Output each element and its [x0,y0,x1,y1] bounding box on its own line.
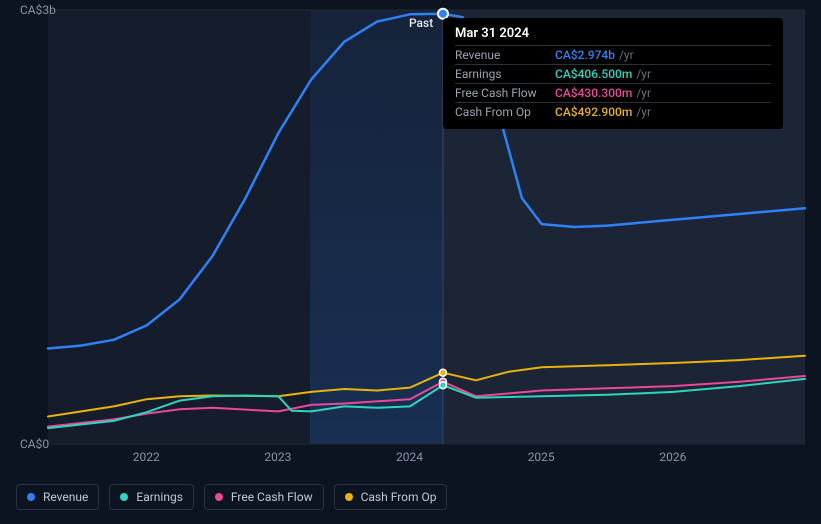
tooltip-row-unit: /yr [636,86,651,100]
x-axis-label: 2025 [528,450,555,464]
tooltip-row: EarningsCA$406.500m/yr [455,64,771,83]
legend-item-revenue[interactable]: Revenue [16,484,99,510]
tooltip-row-value: CA$430.300m [555,86,632,100]
tooltip-row-unit: /yr [636,67,651,81]
tooltip-row-label: Earnings [455,67,555,81]
tooltip-row: RevenueCA$2.974b/yr [455,45,771,64]
tooltip-row: Cash From OpCA$492.900m/yr [455,102,771,121]
legend-swatch [27,493,35,501]
legend-label: Revenue [43,490,88,504]
tooltip-row-label: Free Cash Flow [455,86,555,100]
tooltip-row-unit: /yr [619,48,634,62]
tooltip-row-value: CA$406.500m [555,67,632,81]
legend-label: Earnings [136,490,183,504]
tooltip-row-value: CA$2.974b [555,48,615,62]
y-axis-label: CA$0 [20,437,49,451]
legend-item-cash_from_op[interactable]: Cash From Op [334,484,448,510]
financial-chart: Past Analysts Forecasts Mar 31 2024 Reve… [0,0,821,524]
chart-legend: Revenue Earnings Free Cash Flow Cash From O… [16,484,447,510]
x-axis-label: 2023 [264,450,291,464]
tooltip-row-unit: /yr [636,105,651,119]
x-axis-label: 2022 [133,450,160,464]
legend-swatch [215,493,223,501]
section-label-past: Past [409,16,433,30]
tooltip-row-value: CA$492.900m [555,105,632,119]
tooltip-row-label: Cash From Op [455,105,555,119]
legend-label: Free Cash Flow [231,490,313,504]
legend-label: Cash From Op [361,490,437,504]
x-axis-label: 2024 [396,450,423,464]
tooltip-title: Mar 31 2024 [455,26,771,41]
tooltip-row: Free Cash FlowCA$430.300m/yr [455,83,771,102]
chart-tooltip: Mar 31 2024 RevenueCA$2.974b/yrEarningsC… [443,18,783,129]
legend-swatch [120,493,128,501]
legend-item-earnings[interactable]: Earnings [109,484,194,510]
x-axis-label: 2026 [659,450,686,464]
legend-swatch [345,493,353,501]
tooltip-row-label: Revenue [455,48,555,62]
legend-item-free_cash_flow[interactable]: Free Cash Flow [204,484,324,510]
y-axis-label: CA$3b [20,3,56,17]
